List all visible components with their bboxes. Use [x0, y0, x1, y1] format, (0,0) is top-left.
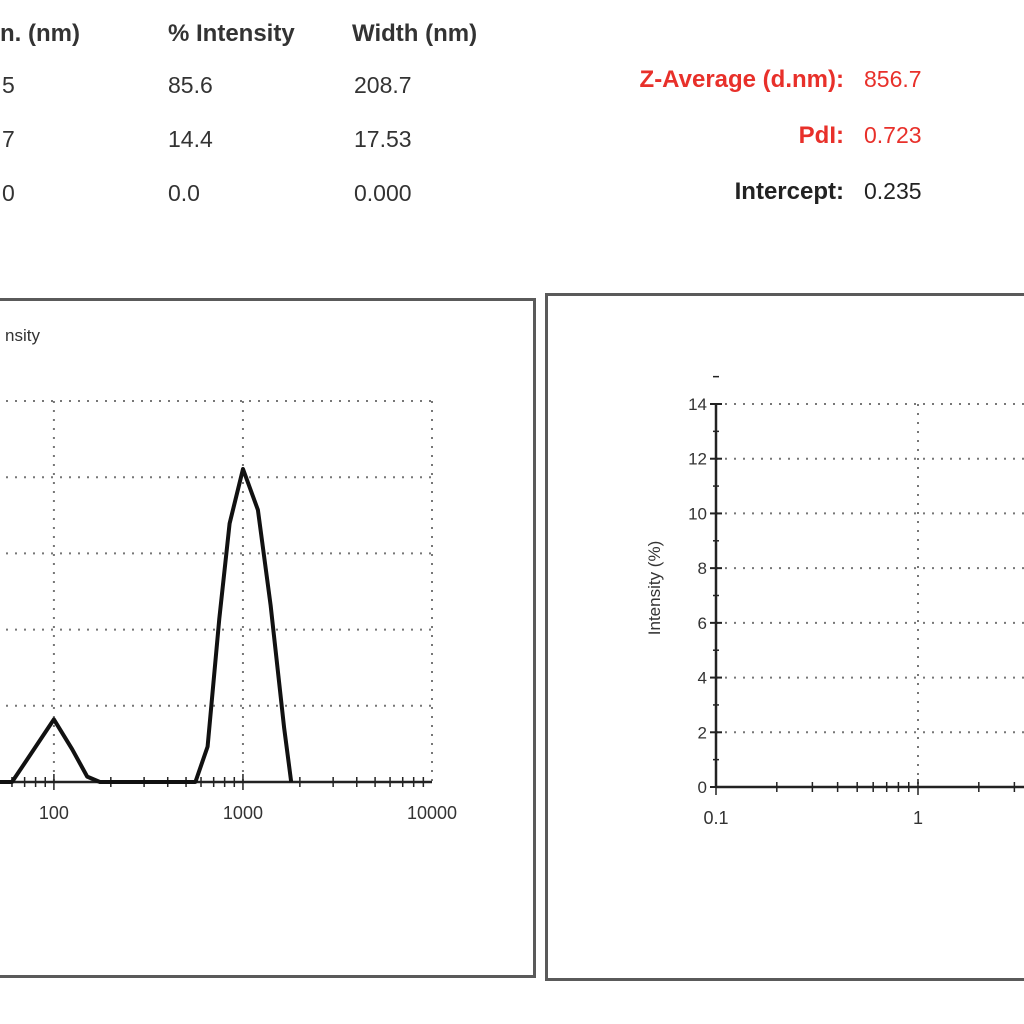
table-header-intensity: % Intensity — [168, 20, 295, 47]
peak-3-width: 0.000 — [354, 180, 412, 206]
table-header-size: n. (nm) — [0, 20, 80, 47]
x-tick-label: 1 — [913, 808, 923, 828]
x-tick-label: 10000 — [407, 803, 457, 823]
peak-3-size: 0 — [2, 180, 15, 206]
series-line — [0, 467, 294, 784]
intensity-chart: Intensity (%) 0 2 4 6 8 10 12 14 0.1 1 — [645, 375, 1024, 828]
x-tick-label: 0.1 — [703, 808, 728, 828]
peak-3-intensity: 0.0 — [168, 180, 200, 206]
peak-1-width: 208.7 — [354, 72, 412, 98]
table-header-width: Width (nm) — [352, 20, 478, 47]
y-tick-label: 4 — [698, 669, 707, 688]
intensity-chart-panel: Intensity (%) 0 2 4 6 8 10 12 14 0.1 1 — [545, 293, 1024, 981]
peak-1-size: 5 — [2, 72, 15, 98]
peak-2-size: 7 — [2, 126, 15, 152]
peak-2-width: 17.53 — [354, 126, 412, 152]
pdi-label: PdI: — [798, 122, 844, 149]
y-tick-label: 14 — [688, 395, 707, 414]
intercept-value: 0.235 — [864, 178, 922, 204]
x-tick-label: 1000 — [223, 803, 263, 823]
chart-title: nsity — [5, 326, 40, 345]
z-average-value: 856.7 — [864, 66, 922, 92]
y-tick-label: 10 — [688, 504, 707, 523]
pdi-value: 0.723 — [864, 122, 922, 148]
peak-2-intensity: 14.4 — [168, 126, 213, 152]
peak-1-intensity: 85.6 — [168, 72, 213, 98]
y-tick-label: 2 — [698, 723, 707, 742]
y-axis-label: Intensity (%) — [645, 541, 664, 635]
z-average-label: Z-Average (d.nm): — [639, 66, 844, 93]
size-distribution-chart: nsity 100 1000 10000 — [0, 326, 457, 823]
size-distribution-chart-panel: nsity 100 1000 10000 — [0, 298, 536, 978]
y-tick-label: 12 — [688, 450, 707, 469]
x-tick-label: 100 — [39, 803, 69, 823]
y-tick-label: 6 — [698, 614, 707, 633]
y-tick-label: 8 — [698, 559, 707, 578]
y-tick-label: 0 — [698, 778, 707, 797]
intercept-label: Intercept: — [734, 178, 844, 205]
